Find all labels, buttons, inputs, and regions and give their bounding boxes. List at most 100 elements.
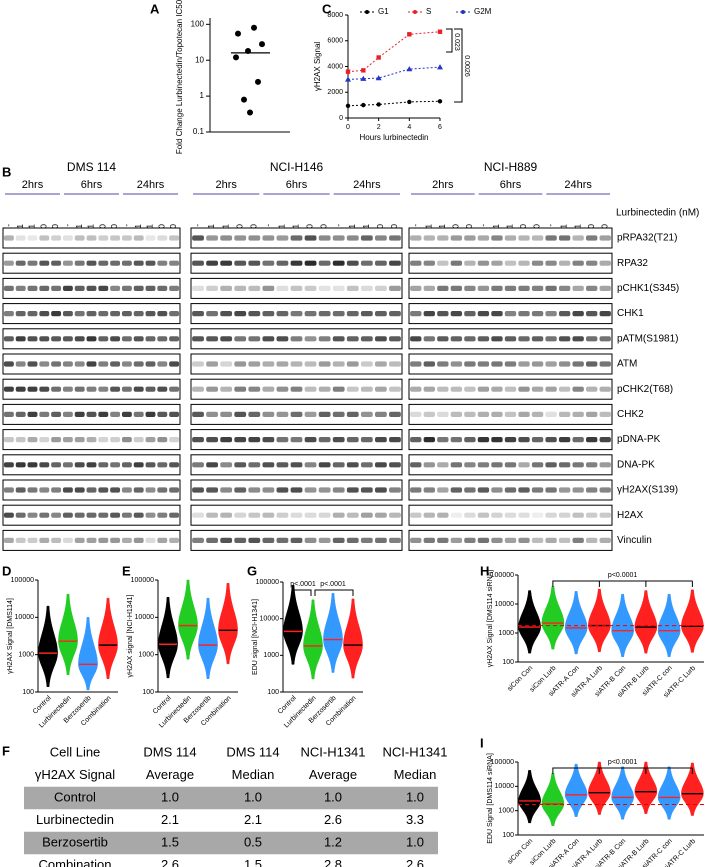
blot-band xyxy=(3,361,14,367)
blot-band xyxy=(74,386,85,392)
blot-band xyxy=(290,386,303,392)
violin xyxy=(218,582,238,665)
blot-band xyxy=(572,411,584,417)
table-header: Median xyxy=(394,767,437,782)
blot-band xyxy=(410,260,422,266)
blot-band xyxy=(531,462,544,468)
blot-band xyxy=(545,336,557,342)
blot-band xyxy=(15,411,26,417)
blot-band xyxy=(491,411,503,417)
blot-band xyxy=(27,462,38,468)
blot-band xyxy=(206,361,219,367)
blot-band xyxy=(39,487,50,493)
blot-band xyxy=(3,487,14,493)
blot-band xyxy=(346,512,359,518)
table-header: γH2AX Signal xyxy=(35,767,115,782)
blot-band xyxy=(423,537,435,543)
blot-band xyxy=(558,411,571,417)
blot-band xyxy=(110,235,121,241)
blot-band xyxy=(332,260,345,266)
blot-band xyxy=(234,260,247,266)
legend-label: G2M xyxy=(474,7,492,16)
blot-band xyxy=(599,361,611,367)
blot-frame xyxy=(190,504,403,526)
y-tick-label: 1 xyxy=(200,91,205,100)
blot-band xyxy=(572,386,584,392)
blot-band xyxy=(491,386,503,392)
blot-band xyxy=(145,336,156,342)
blot-band xyxy=(586,462,598,468)
blot-band xyxy=(262,437,275,443)
blot-band xyxy=(437,260,449,266)
panel-label: H xyxy=(480,563,489,578)
marker-label: RPA32 xyxy=(617,258,648,269)
blot-band xyxy=(464,487,476,493)
blot-band xyxy=(110,487,121,493)
blot-band xyxy=(133,487,144,493)
blot-band xyxy=(121,235,132,241)
table-cell: 2.8 xyxy=(324,857,342,867)
y-tick-label: 10000 xyxy=(15,614,35,621)
blot-band xyxy=(332,411,345,417)
blot-band xyxy=(234,537,247,543)
blot-band xyxy=(360,235,373,241)
y-tick-label: 10000 xyxy=(260,616,280,623)
blot-band xyxy=(518,386,530,392)
blot-band xyxy=(248,512,261,518)
blot-band xyxy=(276,386,289,392)
blot-band xyxy=(86,336,97,342)
blot-frame xyxy=(190,277,403,299)
blot-band xyxy=(318,285,331,291)
y-tick-label: 1000 xyxy=(498,808,514,815)
blot-band xyxy=(504,487,517,493)
blot-band xyxy=(360,285,373,291)
table-cell: 2.1 xyxy=(161,812,179,827)
violin xyxy=(518,590,541,654)
blot-band xyxy=(518,487,530,493)
blot-band xyxy=(121,311,132,317)
data-point xyxy=(345,76,351,82)
blot-band xyxy=(98,361,109,367)
blot-band xyxy=(74,437,85,443)
blot-band xyxy=(157,411,168,417)
blot-band xyxy=(169,260,180,266)
blot-band xyxy=(74,235,85,241)
blot-band xyxy=(504,537,517,543)
blot-band xyxy=(558,487,571,493)
blot-band xyxy=(518,260,530,266)
blot-band xyxy=(464,260,476,266)
blot-band xyxy=(98,336,109,342)
blot-band xyxy=(332,285,345,291)
blot-band xyxy=(15,285,26,291)
blot-band xyxy=(491,285,503,291)
blot-band xyxy=(290,462,303,468)
blot-band xyxy=(248,537,261,543)
table-cell: 1.5 xyxy=(244,857,262,867)
blot-band xyxy=(437,411,449,417)
blot-band xyxy=(423,311,435,317)
y-tick-label: 100000 xyxy=(131,577,154,584)
blot-band xyxy=(558,437,571,443)
blot-band xyxy=(572,462,584,468)
dose-label: 1 xyxy=(573,223,582,228)
blot-band xyxy=(346,235,359,241)
blot-band xyxy=(133,361,144,367)
blot-band xyxy=(423,386,435,392)
blot-band xyxy=(332,361,345,367)
y-tick-label: 8000 xyxy=(327,12,343,19)
blot-band xyxy=(437,361,449,367)
data-point xyxy=(407,99,412,105)
blot-band xyxy=(86,411,97,417)
blot-band xyxy=(220,411,233,417)
blot-band xyxy=(27,311,38,317)
blot-band xyxy=(234,411,247,417)
blot-band xyxy=(558,462,571,468)
blot-band xyxy=(110,260,121,266)
blot-band xyxy=(39,537,50,543)
blot-band xyxy=(545,311,557,317)
blot-band xyxy=(276,512,289,518)
dose-label: - xyxy=(193,224,202,227)
blot-band xyxy=(423,235,435,241)
blot-band xyxy=(133,462,144,468)
y-tick-label: 10000 xyxy=(495,783,515,790)
